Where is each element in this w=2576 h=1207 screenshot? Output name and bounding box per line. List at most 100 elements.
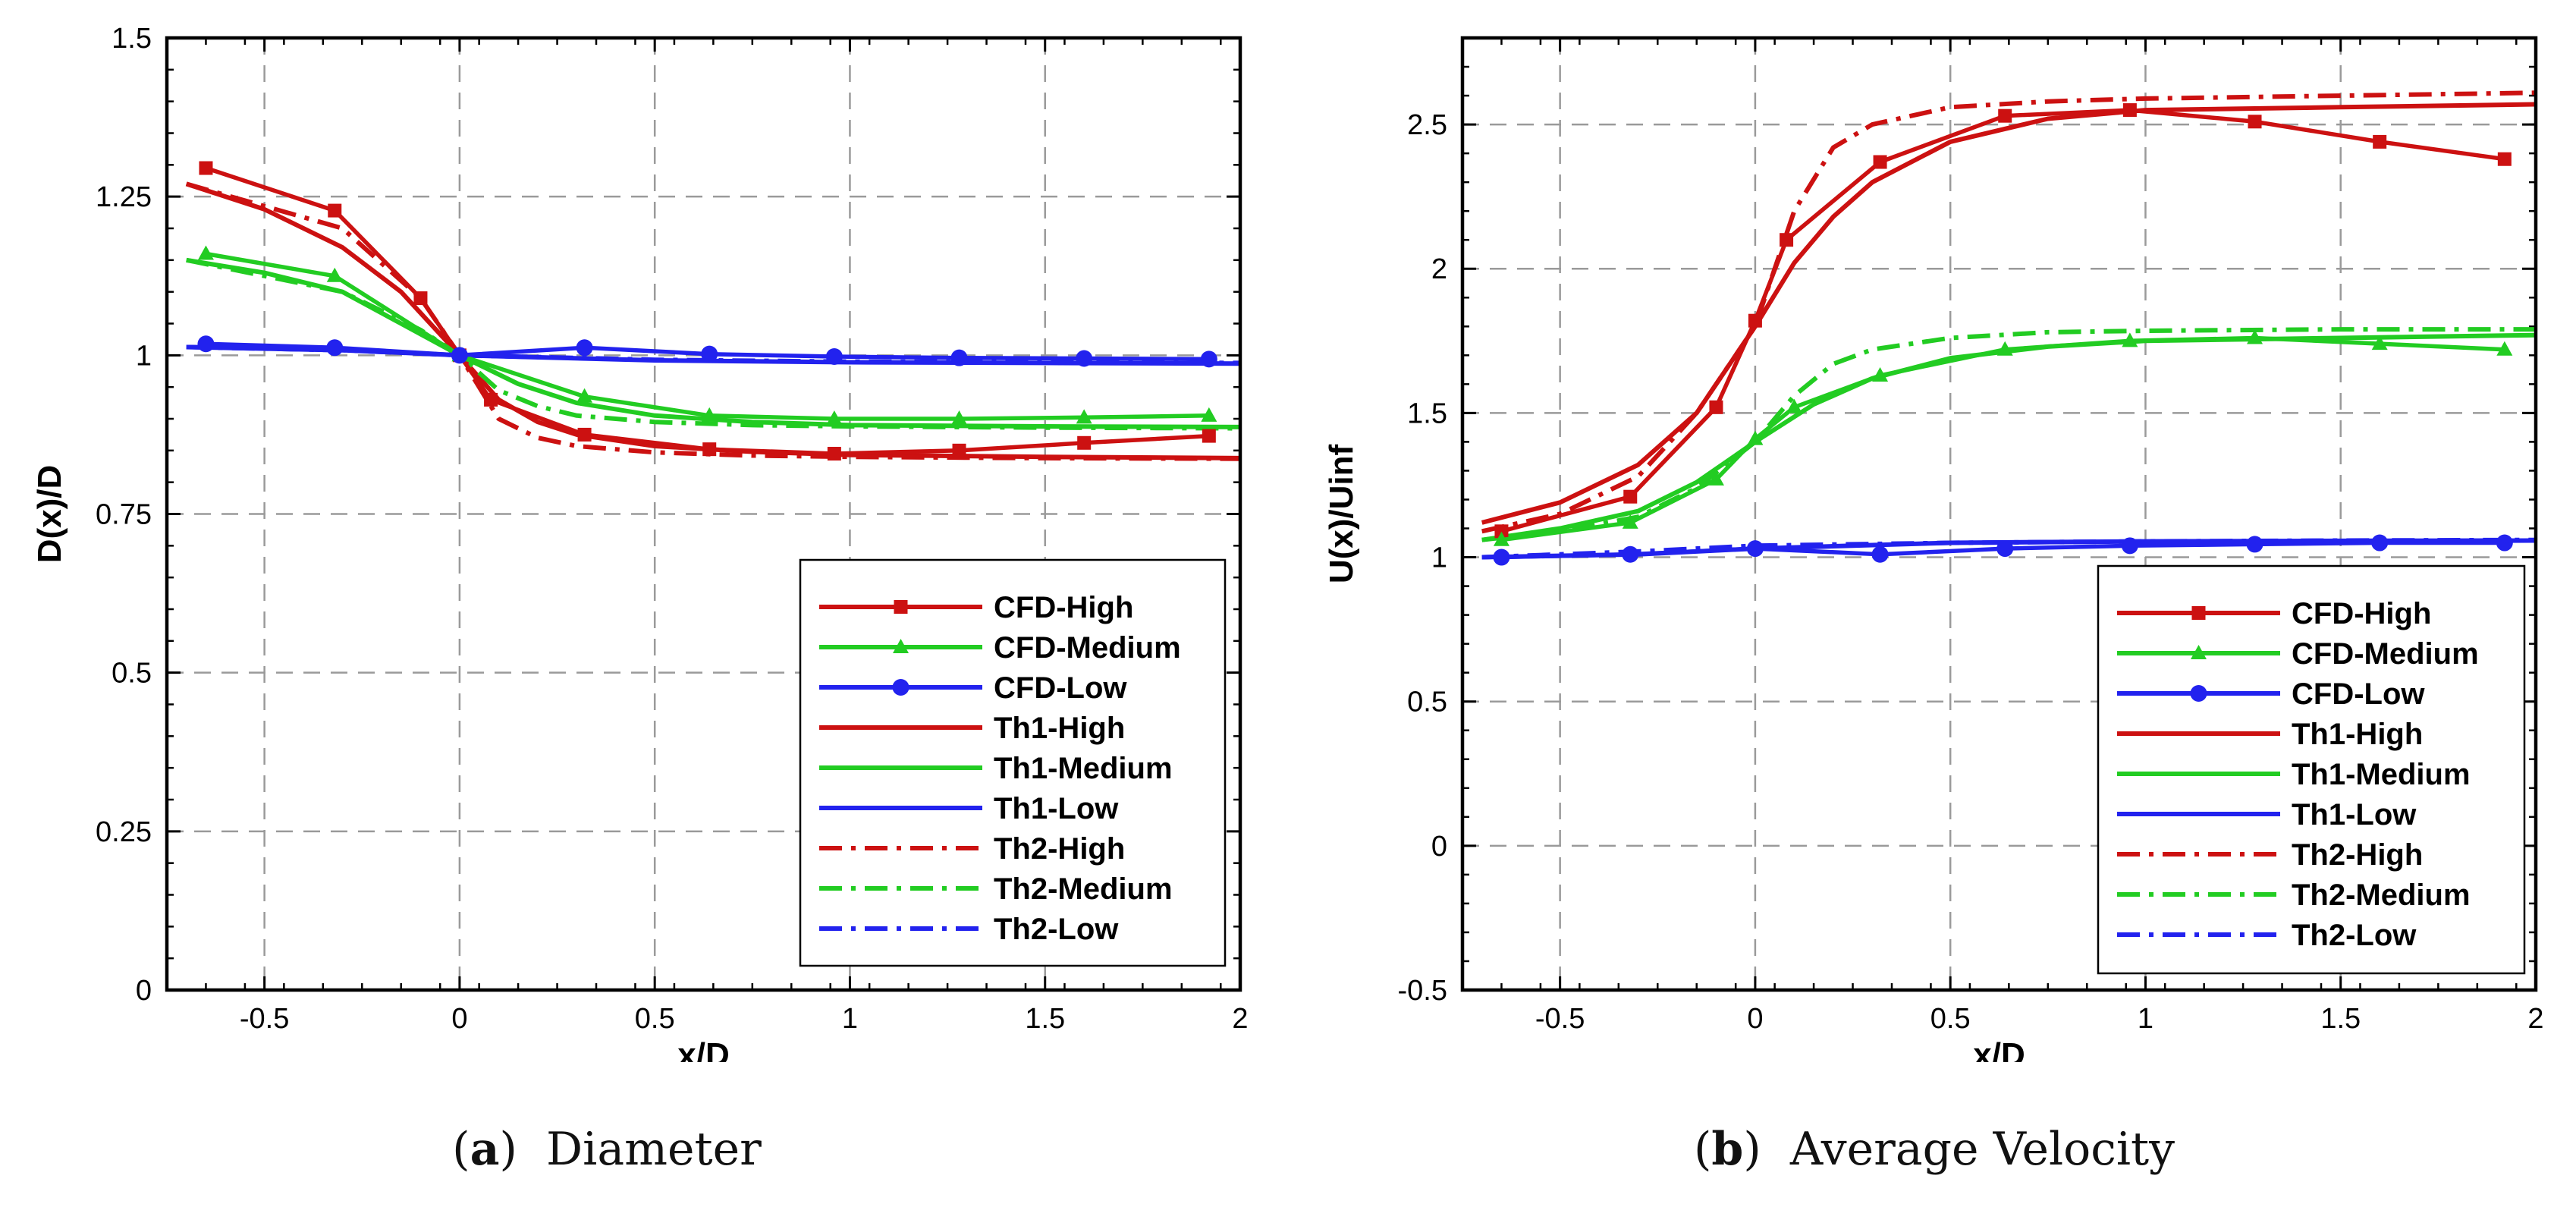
legend-marker [892,679,909,696]
series-cfd-low-point [2246,536,2263,553]
series-cfd-high-point [577,427,592,442]
series-cfd-low-point [1200,350,1217,368]
caption-a-label: a [470,1123,500,1176]
legend-item-th1-high: Th1-High [819,712,1125,745]
y-tick-label: 1 [136,340,152,372]
legend-item-cfd-high: CFD-High [819,591,1133,624]
legend-label: Th2-High [994,832,1125,866]
legend-label: CFD-Low [994,671,1127,705]
series-cfd-high-point [702,442,717,457]
series-cfd-high-point [827,447,841,461]
series-cfd-low-point [950,349,968,366]
legend-item-cfd-high: CFD-High [2117,597,2431,630]
legend-label: CFD-Medium [2292,637,2479,671]
x-tick-label: 2 [2527,1003,2543,1035]
y-tick-label: 0 [1431,831,1447,863]
x-tick-label: 1.5 [2320,1003,2361,1035]
series-cfd-medium-point [576,388,593,403]
legend-marker [894,600,908,614]
x-tick-label: -0.5 [240,1003,289,1035]
series-cfd-medium-point [326,267,343,282]
legend-label: Th1-Medium [2292,758,2471,791]
legend-item-th2-medium: Th2-Medium [819,872,1173,906]
legend-label: CFD-High [994,591,1133,624]
caption-b-label: b [1711,1123,1744,1176]
x-tick-label: 0.5 [1930,1003,1971,1035]
series-cfd-high-point [1202,429,1216,443]
series-group-a [185,161,1240,461]
legend-item-cfd-medium: CFD-Medium [2117,637,2479,671]
caption-a: (a) Diameter [452,1123,762,1176]
series-cfd-high-point [1780,233,1794,247]
series-cfd-high-point [199,161,213,175]
legend-label: Th1-High [2292,718,2423,751]
legend-item-th1-low: Th1-Low [2117,798,2417,831]
legend-a: CFD-High CFD-Medium CFD-Low Th1-High Th1-Med… [799,558,1227,967]
x-axis-label: x/D [1973,1036,2025,1062]
series-cfd-medium-point [2496,341,2513,356]
series-cfd-medium-point [2247,329,2263,344]
y-axis-label: D(x)/D [31,465,68,564]
legend-marker [2191,606,2206,620]
legend-marker [2190,685,2207,702]
legend-label: CFD-Medium [994,631,1181,665]
series-cfd-medium-point [951,410,968,425]
legend-item-th1-low: Th1-Low [819,792,1119,825]
series-cfd-low-point [1076,350,1093,367]
series-cfd-high-point [2497,152,2512,166]
y-tick-label: 0.25 [96,816,152,848]
series-cfd-high-point [328,203,342,218]
y-tick-label: 0 [136,975,152,1007]
legend-item-cfd-low: CFD-Low [819,671,1127,705]
series-cfd-high-point [413,291,428,306]
legend-label: Th2-Medium [2292,879,2471,912]
series-cfd-high-point [1998,108,2012,123]
series-cfd-low-point [451,347,468,364]
series-cfd-medium-line [1501,335,2505,542]
x-tick-label: -0.5 [1535,1003,1585,1035]
series-th2-high-line [1481,90,2536,534]
legend-label: Th1-High [994,712,1125,745]
series-th2-medium-line [186,257,1240,431]
series-cfd-medium-point [1622,514,1638,529]
x-tick-label: 1 [2138,1003,2153,1035]
plot-frame-a [165,36,1242,992]
series-cfd-high-point [1494,524,1509,539]
legend-item-th2-high: Th2-High [2117,838,2423,872]
y-tick-label: 0.75 [96,499,152,531]
y-axis-label: U(x)/Uinf [1323,445,1360,584]
legend-item-th2-medium: Th2-Medium [2117,879,2471,912]
legend-box [799,558,1227,967]
series-cfd-low-point [701,345,718,363]
legend-label: Th1-Low [2292,798,2417,831]
series-cfd-high-line [1500,108,2505,533]
series-cfd-high-point [1748,313,1762,328]
series-cfd-medium-line [206,251,1209,421]
series-cfd-low-point [576,339,593,357]
series-cfd-medium-point [197,245,214,260]
series-cfd-high-point [1873,155,1887,169]
y-tick-label: -0.5 [1398,975,1447,1007]
x-tick-label: 0 [451,1003,467,1035]
legend-box [2097,564,2526,975]
legend-label: Th2-Medium [994,872,1173,906]
series-cfd-medium-point [701,407,718,422]
series-cfd-low-point [1622,545,1639,563]
series-cfd-medium-point [2371,335,2388,350]
x-tick-label: 0 [1747,1003,1763,1035]
x-axis-label: x/D [677,1036,729,1062]
series-th1-high-line [1481,102,2536,525]
series-cfd-low-point [1493,548,1510,566]
series-cfd-high-point [952,443,966,457]
y-tick-label: 0.5 [112,658,152,690]
series-group-b [1481,90,2536,566]
legend-item-cfd-medium: CFD-Medium [819,631,1181,665]
series-cfd-high-point [1077,435,1092,450]
y-tick-label: 0.5 [1407,687,1447,718]
y-tick-label: 2.5 [1407,109,1447,141]
series-cfd-low-point [2496,534,2513,552]
series-cfd-medium-point [1201,407,1217,422]
series-cfd-high-point [1623,489,1638,504]
series-cfd-high-point [2373,134,2387,149]
caption-b: (b) Average Velocity [1693,1123,2175,1176]
